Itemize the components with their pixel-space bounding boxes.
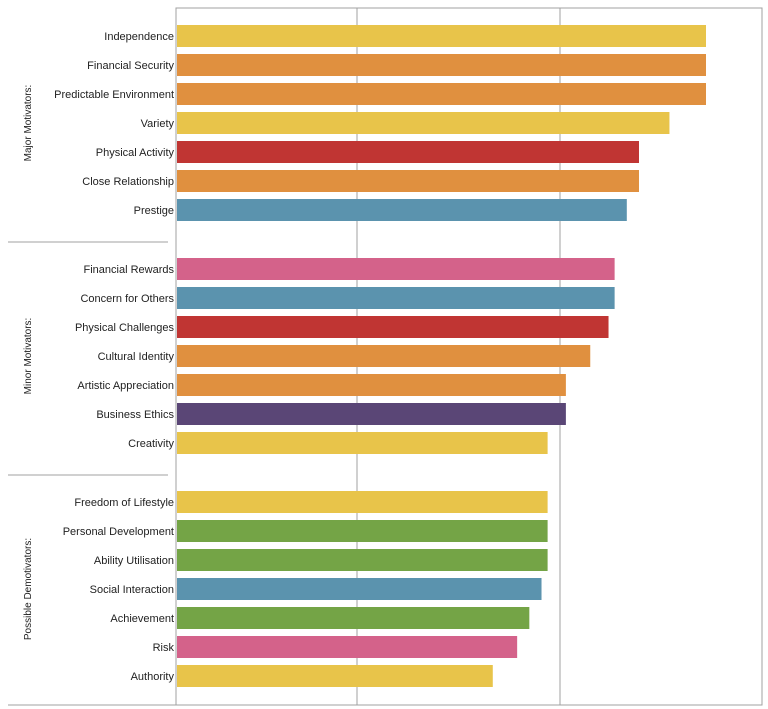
bar[interactable] [177, 578, 542, 600]
category-label: Social Interaction [90, 584, 174, 596]
bar[interactable] [177, 432, 548, 454]
category-label: Ability Utilisation [94, 555, 174, 567]
bar[interactable] [177, 491, 548, 513]
category-label: Concern for Others [80, 293, 174, 305]
category-label: Close Relationship [82, 176, 174, 188]
category-label: Creativity [128, 438, 174, 450]
bar[interactable] [177, 83, 706, 105]
category-label: Variety [141, 118, 175, 130]
bar[interactable] [177, 258, 615, 280]
bar[interactable] [177, 170, 639, 192]
bar[interactable] [177, 54, 706, 76]
category-label: Freedom of Lifestyle [74, 497, 174, 509]
bar[interactable] [177, 141, 639, 163]
category-label: Physical Activity [96, 147, 175, 159]
category-label: Artistic Appreciation [77, 380, 174, 392]
category-label: Financial Rewards [84, 264, 175, 276]
category-label: Achievement [110, 613, 174, 625]
bar[interactable] [177, 112, 670, 134]
category-label: Personal Development [63, 526, 174, 538]
category-label: Risk [153, 642, 175, 654]
bar[interactable] [177, 403, 566, 425]
bar[interactable] [177, 316, 609, 338]
bar[interactable] [177, 345, 591, 367]
bar[interactable] [177, 25, 706, 47]
group-label: Major Motivators: [23, 85, 34, 162]
category-label: Prestige [134, 205, 174, 217]
category-label: Physical Challenges [75, 322, 175, 334]
group-label: Possible Demotivators: [23, 538, 34, 640]
category-label: Independence [104, 31, 174, 43]
bar[interactable] [177, 199, 627, 221]
bar[interactable] [177, 607, 530, 629]
category-label: Cultural Identity [98, 351, 175, 363]
bar[interactable] [177, 374, 566, 396]
bar[interactable] [177, 287, 615, 309]
bar[interactable] [177, 636, 518, 658]
category-label: Predictable Environment [54, 89, 174, 101]
group-label: Minor Motivators: [23, 318, 34, 395]
category-label: Authority [131, 671, 175, 683]
bar[interactable] [177, 665, 493, 687]
category-label: Financial Security [87, 60, 174, 72]
bar[interactable] [177, 520, 548, 542]
category-label: Business Ethics [96, 409, 174, 421]
bar[interactable] [177, 549, 548, 571]
